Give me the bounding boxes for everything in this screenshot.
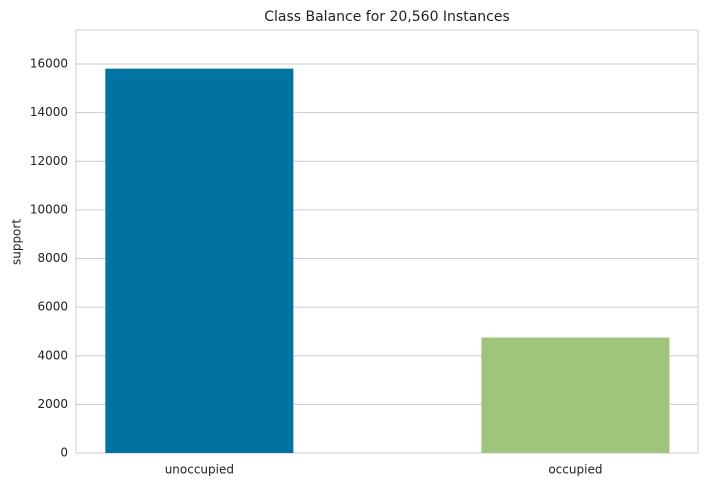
- y-tick-label: 16000: [30, 57, 68, 71]
- y-tick-label: 0: [60, 446, 68, 460]
- x-tick-label: occupied: [548, 463, 602, 477]
- y-tick-label: 12000: [30, 154, 68, 168]
- y-tick-label: 14000: [30, 105, 68, 119]
- y-tick-label: 4000: [37, 348, 68, 362]
- y-tick-label: 10000: [30, 202, 68, 216]
- y-tick-label: 8000: [37, 251, 68, 265]
- bar: [105, 68, 294, 454]
- chart-title: Class Balance for 20,560 Instances: [264, 9, 510, 25]
- y-tick-label: 6000: [37, 300, 68, 314]
- x-tick-label: unoccupied: [165, 463, 234, 477]
- y-tick-label: 2000: [37, 397, 68, 411]
- bar: [481, 337, 670, 453]
- y-axis-label: support: [10, 219, 24, 265]
